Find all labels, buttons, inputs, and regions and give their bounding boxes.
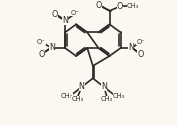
Text: O: O — [96, 1, 102, 10]
Text: CH₃: CH₃ — [101, 96, 113, 102]
Text: N: N — [49, 43, 55, 52]
Text: CH₃: CH₃ — [71, 96, 83, 102]
Text: CH₃: CH₃ — [113, 93, 125, 99]
Text: O: O — [137, 50, 144, 59]
Text: O⁻: O⁻ — [70, 10, 79, 16]
Text: N: N — [62, 15, 68, 25]
Text: N: N — [79, 82, 85, 91]
Text: N: N — [101, 82, 107, 91]
Text: N: N — [128, 43, 134, 52]
Text: O: O — [38, 50, 45, 59]
Text: O⁻: O⁻ — [37, 39, 46, 45]
Text: CH₃: CH₃ — [61, 93, 73, 99]
Text: CH₃: CH₃ — [127, 3, 139, 9]
Text: O: O — [117, 2, 123, 11]
Text: O: O — [52, 10, 58, 19]
Text: O⁻: O⁻ — [136, 39, 145, 45]
